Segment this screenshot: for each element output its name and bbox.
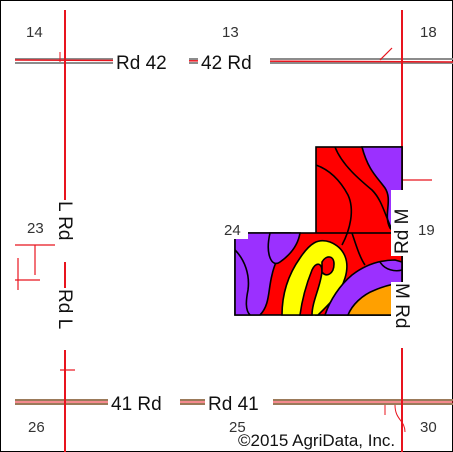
label-bg: [198, 51, 270, 73]
soil-unit-red-inclusion2: [321, 256, 335, 276]
road-label-rd41-right: Rd 41: [208, 394, 259, 415]
road-labels-M: Rd M M Rd: [391, 190, 413, 348]
section-label-26: 26: [28, 419, 45, 436]
label-bg: [108, 392, 180, 414]
section-label-14: 14: [26, 24, 43, 41]
road-label-rd41-left: 41 Rd: [111, 394, 162, 415]
section-label-23: 23: [27, 220, 44, 237]
road-label-rd42-right: 42 Rd: [201, 53, 252, 74]
section-label-25: 25: [229, 419, 246, 436]
road-label-L-upper: L Rd: [54, 201, 75, 240]
soil-unit-purple-west2: [267, 232, 301, 265]
label-bg: [55, 288, 77, 350]
road-label-M-upper: Rd M: [392, 209, 413, 254]
road-label-rd42-left: Rd 42: [116, 53, 167, 74]
road-label-L-lower: Rd L: [54, 289, 75, 329]
field-boundary: [234, 146, 403, 316]
section-label-30: 30: [420, 419, 437, 436]
section-label-24: 24: [224, 222, 241, 239]
label-bg: [22, 20, 46, 40]
road-labels-41: 41 Rd Rd 41: [108, 392, 273, 415]
soil-unit-red-inclusion: [299, 263, 323, 316]
copyright-notice: ©2015 AgriData, Inc.: [238, 431, 395, 450]
road-labels-L: L Rd Rd L: [54, 200, 77, 350]
label-bg: [205, 392, 273, 414]
section-label-13: 13: [222, 24, 239, 41]
label-bg: [391, 190, 413, 256]
road-label-M-lower: M Rd: [391, 283, 412, 328]
section-label-19: 19: [418, 222, 435, 239]
label-bg: [222, 219, 248, 239]
section-label-18: 18: [420, 24, 437, 41]
label-bg: [391, 282, 413, 348]
road-labels-42: Rd 42 42 Rd: [113, 51, 270, 74]
label-bg: [113, 51, 189, 73]
label-bg: [55, 200, 77, 262]
section-labels: 14 13 18 23 24 19 26 25 30: [22, 20, 437, 436]
